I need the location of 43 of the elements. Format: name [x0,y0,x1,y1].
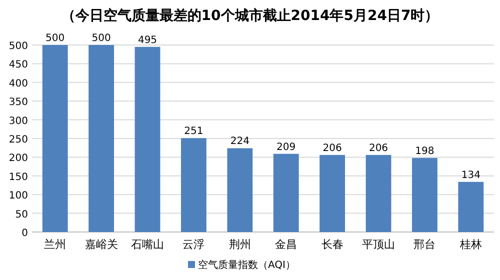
y-tick-label: 200 [8,153,28,164]
bar [42,45,68,232]
x-tick-label: 平顶山 [362,238,395,251]
bar [273,154,299,232]
x-tick-label: 荆州 [228,238,251,251]
bar [227,148,253,232]
x-tick-label: 石嘴山 [131,238,164,251]
data-label: 198 [415,146,434,157]
data-label: 251 [184,126,204,138]
y-tick-label: 350 [8,97,28,108]
y-tick-label: 500 [8,41,28,52]
data-label: 206 [368,142,388,154]
bar [412,158,438,232]
bar [366,154,392,232]
x-tick-label: 邢台 [414,238,436,251]
x-tick-label: 桂林 [458,238,482,251]
x-tick-label: 嘉峪关 [84,238,118,251]
y-tick-label: 250 [8,134,28,146]
y-tick-label: 0 [22,228,28,239]
y-tick-label: 450 [8,60,28,71]
legend-label: 空气质量指数（AQI） [198,259,296,271]
y-tick-label: 400 [8,78,28,90]
data-label: 134 [461,170,480,181]
bar [458,182,484,232]
data-label: 500 [46,33,65,44]
bar [180,138,206,232]
bar [88,45,114,232]
x-tick-label: 金昌 [275,238,298,251]
data-label: 500 [92,33,111,44]
bar [320,154,346,232]
y-tick-label: 300 [8,116,28,127]
y-tick-label: 150 [8,172,28,183]
data-label: 209 [276,142,296,153]
x-tick-label: 云浮 [182,238,205,251]
y-tick-label: 50 [15,209,28,220]
x-tick-label: 长春 [321,238,344,251]
bar [134,46,160,232]
x-tick-label: 兰州 [44,238,66,251]
data-label: 206 [322,142,342,154]
data-label: 224 [230,136,250,148]
data-label: 495 [138,34,158,46]
y-tick-label: 100 [8,190,28,202]
chart-title: （今日空气质量最差的10个城市截止2014年5月24日7时） [61,7,439,24]
